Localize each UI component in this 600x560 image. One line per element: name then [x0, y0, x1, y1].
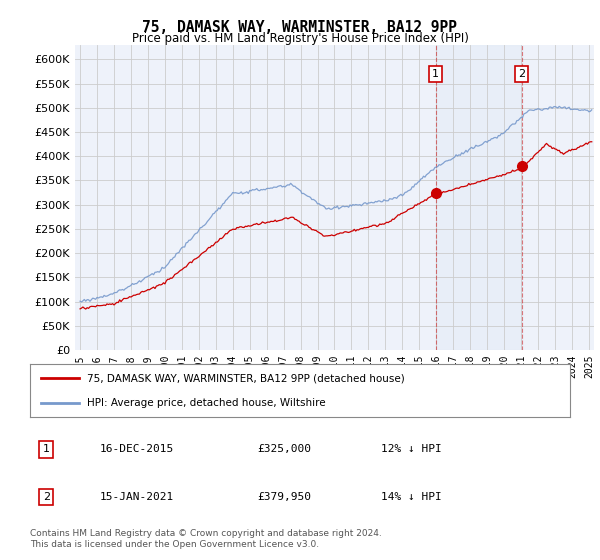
Text: £379,950: £379,950: [257, 492, 311, 502]
Bar: [436, 45, 522, 350]
Text: 2: 2: [518, 69, 526, 79]
Text: HPI: Average price, detached house, Wiltshire: HPI: Average price, detached house, Wilt…: [86, 398, 325, 408]
Text: 12% ↓ HPI: 12% ↓ HPI: [381, 445, 442, 454]
Text: 75, DAMASK WAY, WARMINSTER, BA12 9PP: 75, DAMASK WAY, WARMINSTER, BA12 9PP: [143, 20, 458, 35]
Text: 15-JAN-2021: 15-JAN-2021: [100, 492, 175, 502]
Text: 16-DEC-2015: 16-DEC-2015: [100, 445, 175, 454]
Text: Price paid vs. HM Land Registry's House Price Index (HPI): Price paid vs. HM Land Registry's House …: [131, 32, 469, 45]
Text: Contains HM Land Registry data © Crown copyright and database right 2024.
This d: Contains HM Land Registry data © Crown c…: [30, 529, 382, 549]
Text: 14% ↓ HPI: 14% ↓ HPI: [381, 492, 442, 502]
Text: 75, DAMASK WAY, WARMINSTER, BA12 9PP (detached house): 75, DAMASK WAY, WARMINSTER, BA12 9PP (de…: [86, 374, 404, 384]
Text: 1: 1: [43, 445, 50, 454]
Text: £325,000: £325,000: [257, 445, 311, 454]
Text: 1: 1: [432, 69, 439, 79]
Text: 2: 2: [43, 492, 50, 502]
